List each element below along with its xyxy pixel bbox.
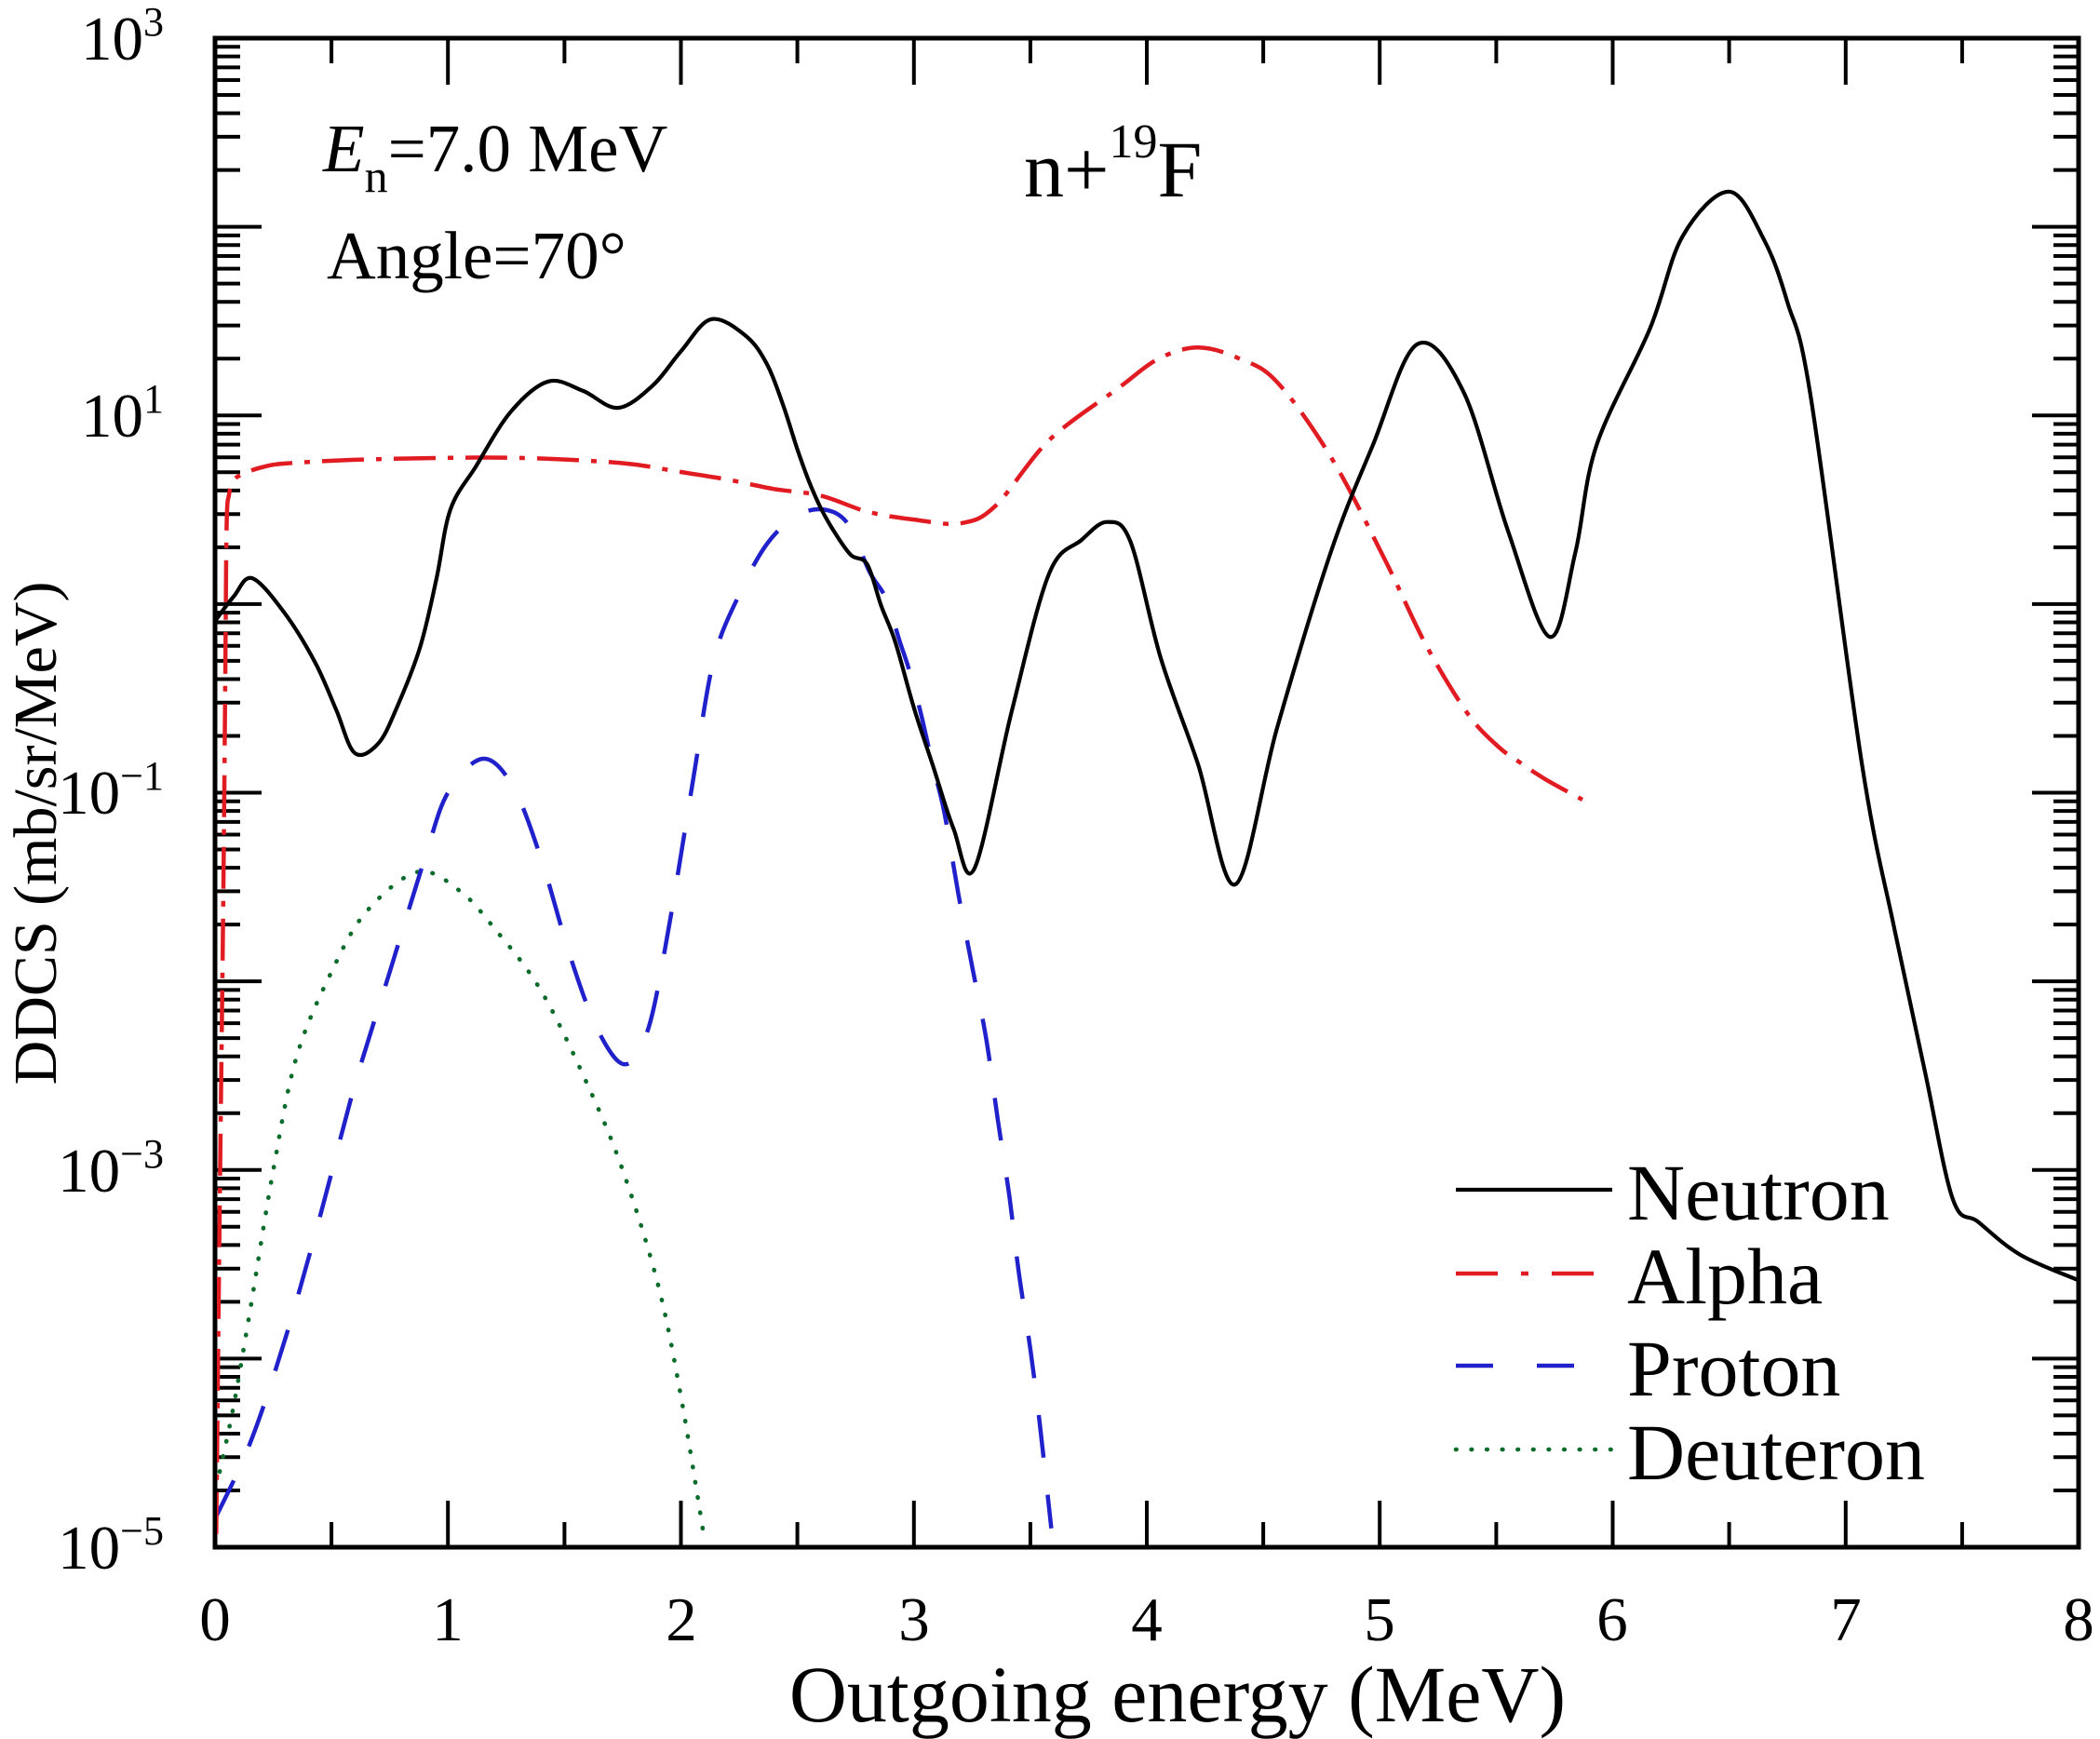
- svg-text:3: 3: [898, 1585, 930, 1654]
- svg-text:7: 7: [1830, 1585, 1862, 1654]
- svg-text:DDCS (mb/sr/MeV): DDCS (mb/sr/MeV): [2, 582, 70, 1085]
- svg-text:2: 2: [666, 1585, 697, 1654]
- svg-text:5: 5: [1364, 1585, 1395, 1654]
- svg-text:Angle=70°: Angle=70°: [327, 218, 626, 293]
- svg-text:n+19F: n+19F: [1024, 115, 1202, 214]
- svg-text:10−3: 10−3: [58, 1131, 164, 1206]
- svg-text:4: 4: [1131, 1585, 1163, 1654]
- svg-text:Proton: Proton: [1627, 1324, 1840, 1413]
- svg-text:Alpha: Alpha: [1627, 1232, 1823, 1321]
- svg-text:En=7.0 MeV: En=7.0 MeV: [322, 111, 667, 202]
- svg-text:101: 101: [81, 376, 164, 451]
- svg-text:8: 8: [2063, 1585, 2094, 1654]
- svg-text:Outgoing energy (MeV): Outgoing energy (MeV): [789, 1650, 1566, 1739]
- svg-text:Neutron: Neutron: [1627, 1148, 1890, 1237]
- svg-text:6: 6: [1596, 1585, 1628, 1654]
- svg-text:0: 0: [199, 1585, 231, 1654]
- svg-text:1: 1: [432, 1585, 464, 1654]
- svg-text:Deuteron: Deuteron: [1627, 1408, 1925, 1497]
